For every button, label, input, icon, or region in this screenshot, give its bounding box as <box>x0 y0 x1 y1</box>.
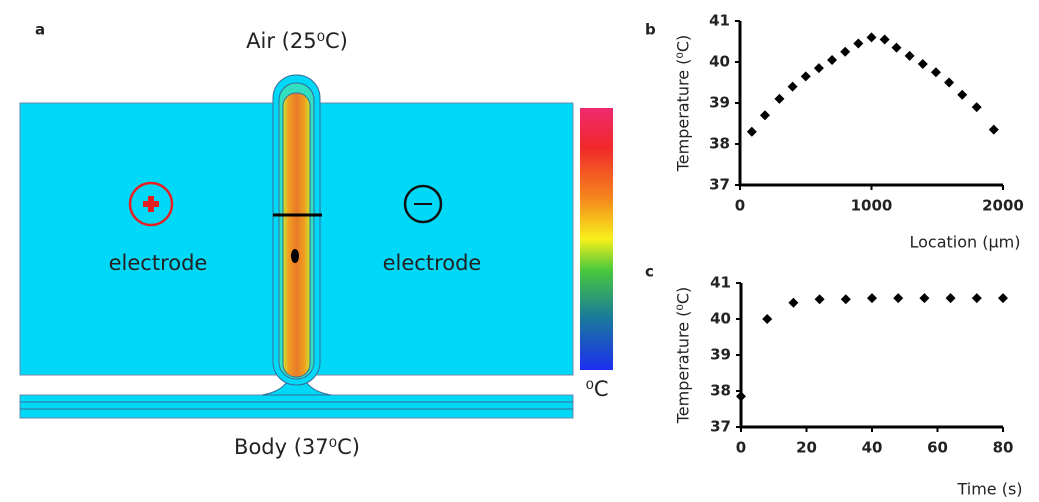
x-tick-label: 40 <box>862 439 883 457</box>
y-tick-label: 40 <box>710 310 731 328</box>
y-tick-label: 38 <box>710 382 731 400</box>
panel-label: c <box>645 263 654 281</box>
data-point <box>931 67 941 77</box>
channel-core <box>283 93 310 377</box>
bottom-label: Body (37⁰C) <box>234 435 360 459</box>
data-point <box>989 125 999 135</box>
probe-point <box>291 249 299 263</box>
data-point <box>918 59 928 69</box>
y-tick-label: 41 <box>710 274 731 292</box>
y-tick-label: 37 <box>710 418 731 436</box>
body-layer <box>20 395 573 418</box>
electrode-label: electrode <box>109 251 208 275</box>
y-tick-label: 40 <box>709 53 730 71</box>
data-point <box>891 43 901 53</box>
y-tick-label: 37 <box>709 176 730 194</box>
data-point <box>946 293 956 303</box>
colorbar <box>580 108 613 370</box>
x-tick-label: 0 <box>735 197 745 215</box>
data-point <box>801 71 811 81</box>
top-label: Air (25⁰C) <box>246 29 348 53</box>
data-point <box>972 293 982 303</box>
data-point <box>788 82 798 92</box>
y-tick-label: 39 <box>710 346 731 364</box>
x-axis-label: Time (s) <box>956 480 1022 499</box>
electrode-label: electrode <box>383 251 482 275</box>
x-tick-label: 60 <box>927 439 948 457</box>
panel-label: b <box>645 21 656 39</box>
y-axis-label: Temperature (⁰C) <box>674 35 693 173</box>
y-tick-label: 38 <box>709 135 730 153</box>
y-tick-label: 39 <box>709 94 730 112</box>
x-tick-label: 80 <box>993 439 1014 457</box>
y-tick-label: 41 <box>709 12 730 30</box>
data-point <box>760 110 770 120</box>
diagram: a Air (25⁰C) Body (37⁰C) electrode elect… <box>20 21 613 460</box>
data-point <box>944 78 954 88</box>
data-point <box>815 294 825 304</box>
data-point <box>841 294 851 304</box>
y-axis-label: Temperature (⁰C) <box>674 287 693 425</box>
x-axis-label: Location (µm) <box>909 233 1020 252</box>
data-point <box>957 90 967 100</box>
data-point <box>853 39 863 49</box>
data-point <box>867 293 877 303</box>
figure: a Air (25⁰C) Body (37⁰C) electrode elect… <box>0 0 1039 502</box>
x-tick-label: 20 <box>796 439 817 457</box>
x-tick-label: 0 <box>736 439 746 457</box>
data-point <box>867 32 877 42</box>
data-point <box>840 47 850 57</box>
panel-label: a <box>35 21 45 39</box>
data-point <box>998 293 1008 303</box>
data-point <box>762 314 772 324</box>
data-point <box>736 391 746 401</box>
data-point <box>919 293 929 303</box>
data-point <box>747 127 757 137</box>
data-point <box>827 55 837 65</box>
colorbar-unit: ⁰C <box>585 377 608 401</box>
data-point <box>788 298 798 308</box>
data-point <box>814 63 824 73</box>
data-point <box>774 94 784 104</box>
data-point <box>972 102 982 112</box>
data-point <box>880 34 890 44</box>
x-tick-label: 1000 <box>851 197 893 215</box>
x-tick-label: 2000 <box>982 197 1024 215</box>
data-point <box>905 51 915 61</box>
data-point <box>893 293 903 303</box>
